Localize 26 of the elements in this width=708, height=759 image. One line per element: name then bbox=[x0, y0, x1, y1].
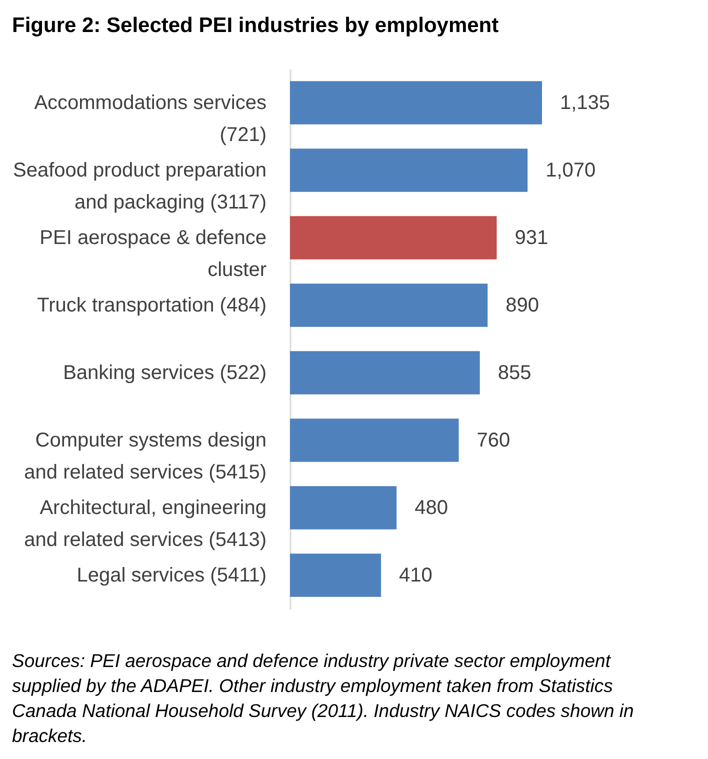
bar bbox=[290, 148, 528, 192]
data-label: 1,070 bbox=[546, 159, 596, 182]
y-tick-label: Banking services (522) bbox=[63, 362, 266, 384]
y-tick-label: Truck transportation (484) bbox=[37, 294, 266, 316]
data-label: 855 bbox=[498, 362, 532, 384]
bar bbox=[290, 554, 382, 597]
y-tick-label: Computer systems design and related services (5415) bbox=[24, 429, 266, 484]
data-label: 931 bbox=[514, 226, 548, 249]
y-tick-label: Legal services (5411) bbox=[76, 564, 266, 586]
data-label: 1,135 bbox=[560, 92, 610, 114]
chart-title: Figure 2: Selected PEI industries by employment bbox=[12, 14, 499, 38]
bar bbox=[290, 486, 397, 530]
data-label: 480 bbox=[414, 496, 448, 519]
bar bbox=[290, 81, 542, 124]
data-label: 760 bbox=[476, 429, 510, 452]
data-label: 890 bbox=[506, 294, 539, 316]
y-tick-label: Accommodations services (721) bbox=[34, 92, 266, 146]
y-tick-label: Architectural, engineering and related services (5413) bbox=[24, 496, 266, 551]
bar bbox=[290, 351, 480, 394]
source-note: Sources: PEI aerospace and defence industry private sector employment supplied by the ADAPEI. Other industry employment taken from Statistics Canada National Household Survey (2011). Industry NAICS codes shown in brackets. bbox=[12, 649, 635, 748]
data-label: 410 bbox=[399, 564, 432, 586]
bar bbox=[290, 284, 488, 327]
y-tick-label: PEI aerospace & defence cluster bbox=[40, 226, 267, 281]
bar bbox=[290, 418, 459, 462]
y-tick-label: Seafood product preparation and packaging (3117) bbox=[12, 159, 266, 214]
bar bbox=[290, 216, 497, 260]
